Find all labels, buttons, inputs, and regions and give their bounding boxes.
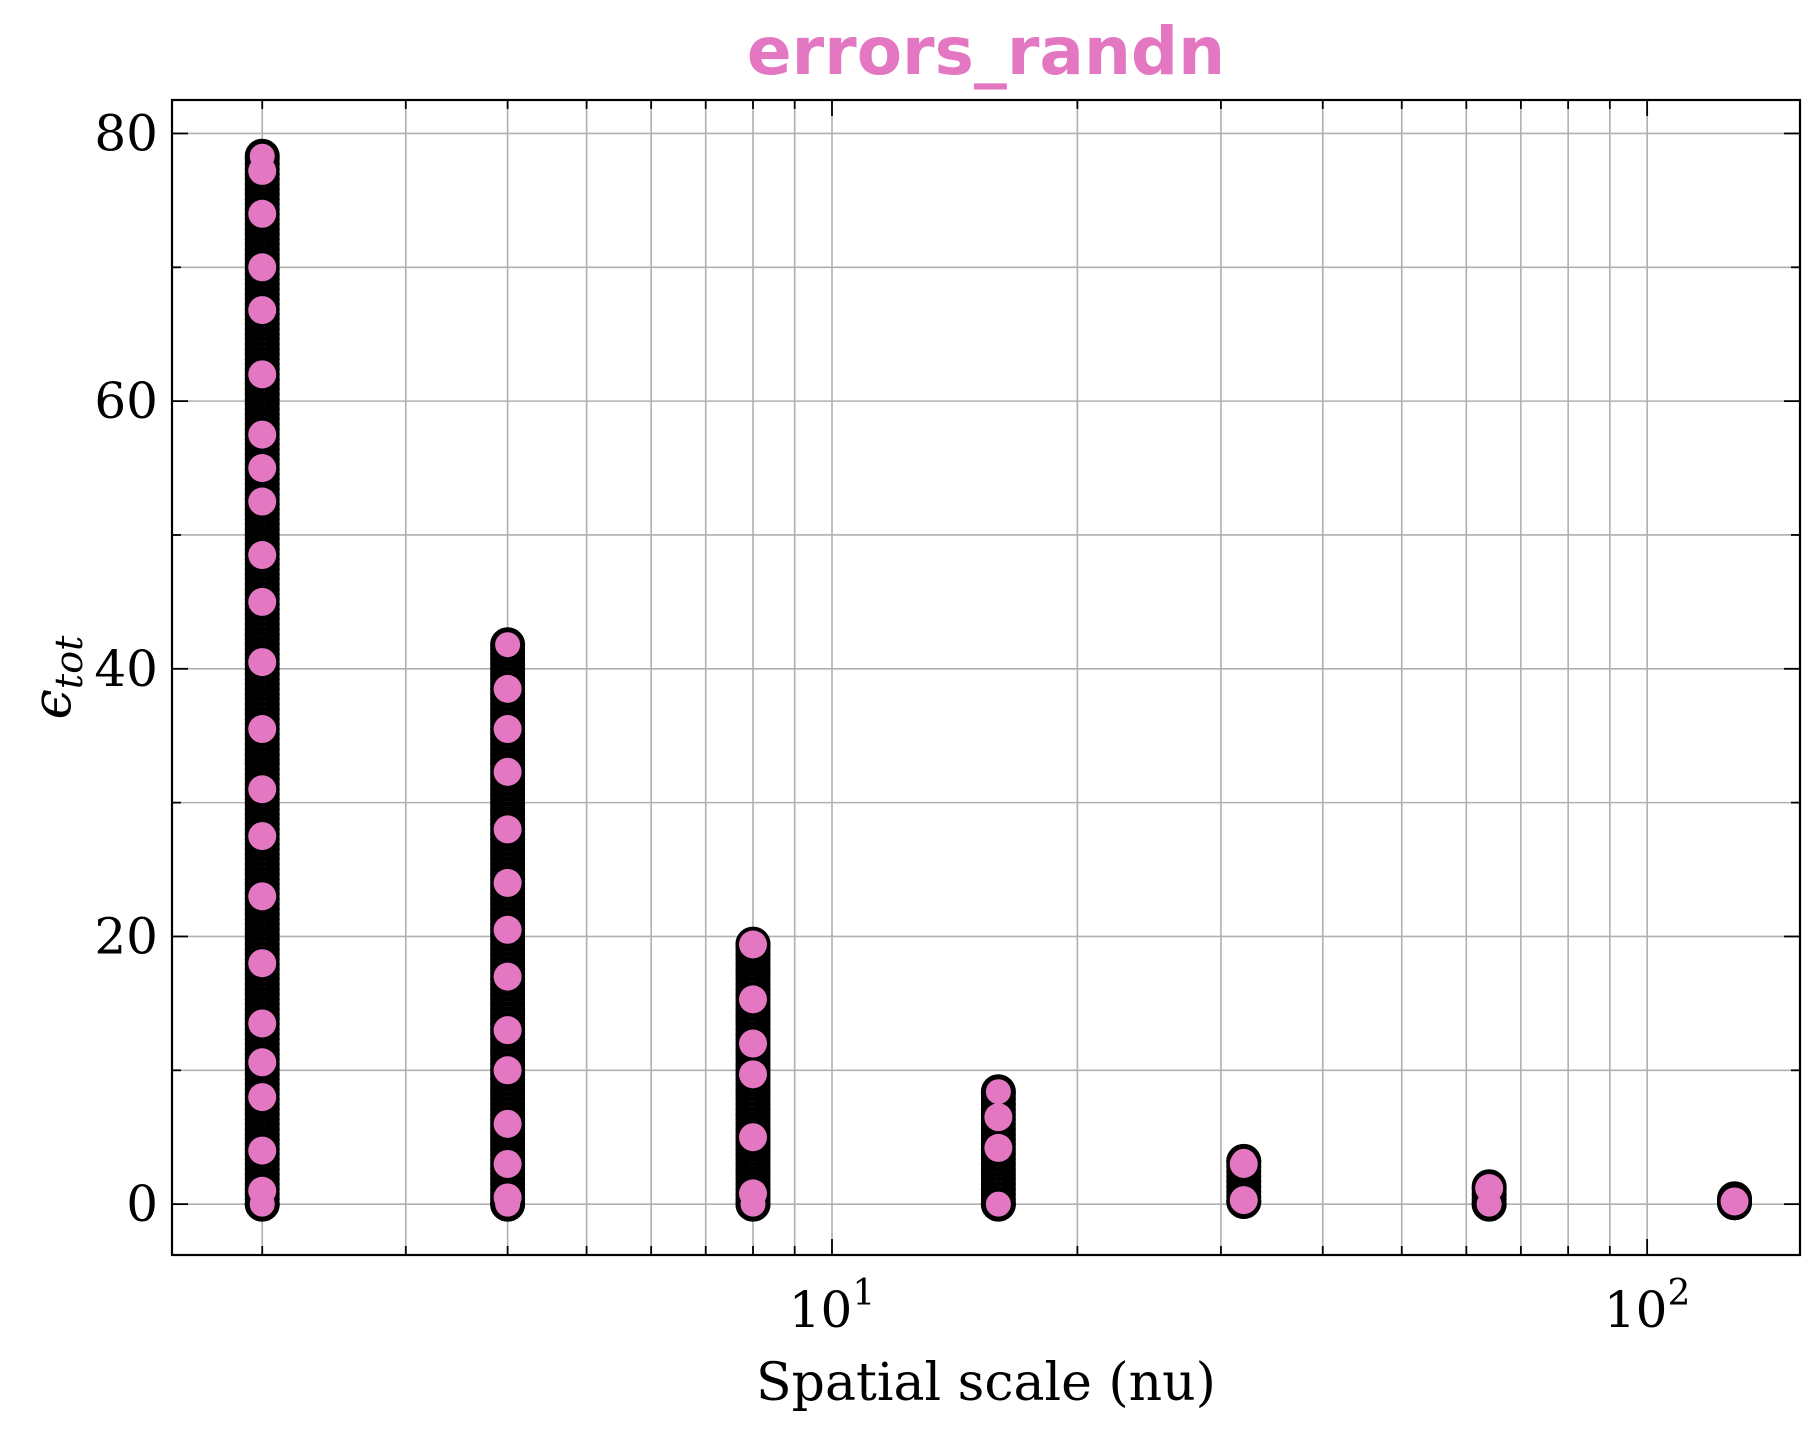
data-point-highlight <box>1475 1174 1504 1203</box>
data-point-highlight <box>248 487 277 516</box>
data-point-highlight <box>493 674 522 703</box>
chart-title: errors_randn <box>747 13 1225 90</box>
data-point-highlight <box>493 1016 522 1045</box>
data-point-highlight <box>739 930 768 959</box>
data-point-highlight <box>248 541 277 570</box>
point-group-4 <box>490 627 526 1222</box>
data-point-highlight <box>739 1123 768 1152</box>
data-point-highlight <box>739 1179 768 1208</box>
axis-ticks <box>172 100 1800 1255</box>
point-group-32 <box>1226 1143 1262 1219</box>
data-point-highlight <box>493 915 522 944</box>
data-point-highlight <box>739 1060 768 1089</box>
grid <box>172 100 1800 1255</box>
tick-labels: 0 20 40 60 80 101 102 <box>94 104 1690 1339</box>
data-point-highlight <box>493 757 522 786</box>
data-points <box>244 138 1753 1222</box>
data-point-highlight <box>248 253 277 282</box>
y-tick-label: 20 <box>94 907 158 965</box>
point-group-64 <box>1471 1169 1507 1222</box>
x-tick-label: 102 <box>1604 1273 1691 1339</box>
data-point-highlight <box>248 1083 277 1112</box>
y-axis-label-subscript: tot <box>47 635 91 689</box>
data-point-highlight <box>493 715 522 744</box>
data-point-highlight <box>248 156 277 185</box>
data-point-highlight <box>493 1149 522 1178</box>
y-tick-label: 60 <box>94 372 158 430</box>
point-group-128 <box>1717 1181 1753 1221</box>
data-point-max <box>490 627 526 663</box>
data-point-highlight <box>248 420 277 449</box>
data-point-highlight <box>739 1029 768 1058</box>
point-group-8 <box>735 926 771 1222</box>
data-point-highlight <box>493 1056 522 1085</box>
data-point-highlight <box>739 985 768 1014</box>
data-point-highlight <box>984 1133 1013 1162</box>
data-point-highlight <box>1720 1187 1749 1216</box>
data-point-highlight <box>493 1183 522 1212</box>
data-point-highlight <box>248 587 277 616</box>
data-point-highlight <box>984 1103 1013 1132</box>
x-tick-label: 101 <box>789 1273 876 1339</box>
y-tick-label: 40 <box>94 640 158 698</box>
data-point-highlight <box>248 822 277 851</box>
data-point-highlight <box>493 962 522 991</box>
plot-frame <box>170 98 1802 1257</box>
data-point-highlight <box>493 868 522 897</box>
data-point-highlight <box>248 1009 277 1038</box>
data-point-highlight <box>248 648 277 677</box>
data-point-highlight <box>248 454 277 483</box>
data-point-highlight <box>493 1109 522 1138</box>
data-point-highlight <box>248 199 277 228</box>
point-group-16 <box>980 1074 1016 1222</box>
data-point-highlight <box>248 1136 277 1165</box>
data-point-highlight <box>248 296 277 325</box>
data-point-max <box>980 1074 1016 1110</box>
data-point-highlight <box>248 715 277 744</box>
data-point-highlight <box>248 360 277 389</box>
data-point-highlight <box>248 949 277 978</box>
y-tick-label: 80 <box>94 104 158 162</box>
data-point-highlight <box>248 1048 277 1077</box>
y-axis-label-symbol: ϵ <box>20 689 83 719</box>
data-point-highlight <box>248 882 277 911</box>
data-point-min <box>980 1186 1016 1222</box>
y-tick-label: 0 <box>126 1175 158 1233</box>
y-axis-label: ϵtot <box>20 635 91 719</box>
data-point-highlight <box>1229 1186 1258 1215</box>
data-point-highlight <box>248 1176 277 1205</box>
data-point-highlight <box>1229 1149 1258 1178</box>
data-point-highlight <box>248 775 277 804</box>
data-point-highlight <box>493 815 522 844</box>
point-group-2 <box>244 138 280 1222</box>
x-axis-label: Spatial scale (nu) <box>756 1353 1216 1413</box>
